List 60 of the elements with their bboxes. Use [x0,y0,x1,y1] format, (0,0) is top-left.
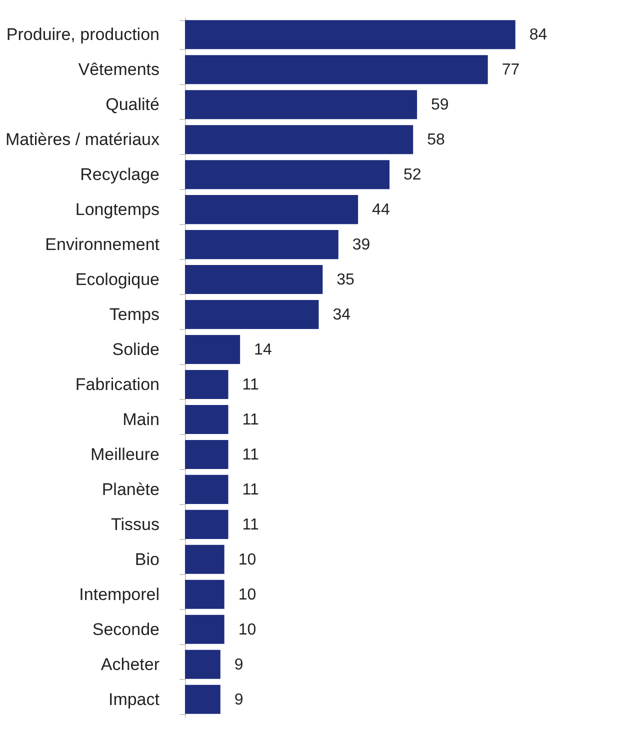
bar [185,650,220,679]
y-tick-label: Environnement [45,235,160,254]
data-label: 9 [234,656,244,674]
y-tick-label: Ecologique [75,270,160,290]
bar [185,90,418,120]
bar [185,125,414,154]
data-label: 58 [427,132,445,149]
data-label: 84 [529,26,548,44]
data-label: 10 [238,586,256,604]
y-tick-label: Main [122,410,160,429]
y-tick-label: Acheter [100,654,160,674]
data-label: 11 [242,516,259,534]
data-label: 9 [234,691,244,708]
bar [185,440,228,469]
data-label: 10 [238,621,256,638]
bar [185,580,224,609]
y-tick-label: Impact [108,690,160,709]
bar [185,20,516,50]
y-tick-label: Produire, production [6,25,160,44]
y-tick-label: Intemporel [79,584,160,604]
data-label: 11 [242,411,259,428]
y-tick-label: Matières / matériaux [6,130,160,150]
data-label: 44 [372,202,390,219]
y-tick-label: Vêtements [78,60,160,80]
bar [185,334,240,364]
y-tick-label: Solide [112,340,160,360]
y-tick-label: Bio [134,550,160,569]
bar [185,160,390,190]
bar [185,55,488,84]
bar [185,614,224,644]
y-tick-label: Tissus [111,514,160,534]
data-label: 34 [332,306,351,324]
data-label: 77 [502,62,520,79]
bar [185,195,358,224]
bar [185,510,228,539]
data-label: 35 [336,272,355,289]
data-label: 11 [242,446,259,464]
y-tick-label: Fabrication [75,374,160,394]
bar [185,265,323,294]
bar [185,370,228,400]
y-tick-label: Qualité [106,95,160,114]
data-label: 52 [404,166,422,184]
y-tick-label: Meilleure [90,444,160,464]
y-tick-label: Planète [102,480,160,499]
bar [185,404,228,434]
data-label: 14 [254,342,272,359]
bar [185,300,319,330]
data-label: 10 [238,551,256,568]
bar [185,684,220,714]
bar [185,474,228,504]
y-tick-label: Longtemps [75,200,160,220]
bar [185,230,338,260]
data-label: 59 [431,96,449,114]
bar [185,544,224,574]
data-label: 11 [242,376,259,394]
y-tick-label: Temps [109,305,160,324]
data-label: 11 [242,481,259,498]
y-tick-label: Recyclage [80,165,160,184]
data-label: 39 [352,236,370,254]
y-tick-label: Seconde [92,620,160,639]
